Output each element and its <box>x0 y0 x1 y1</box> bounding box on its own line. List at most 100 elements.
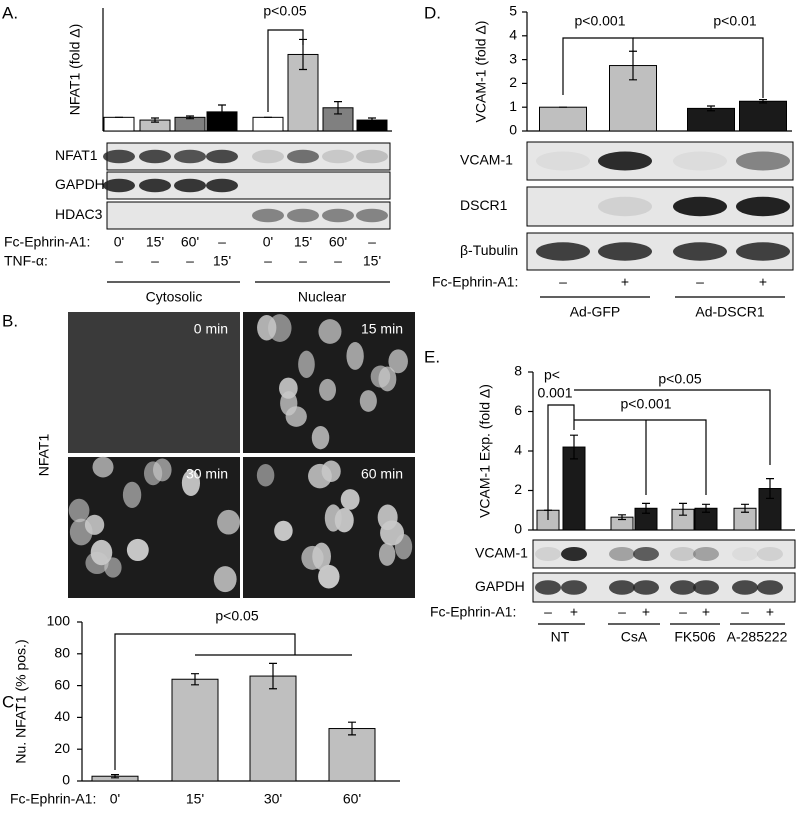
lane-label: 0' <box>263 234 273 250</box>
nucleus <box>104 557 122 578</box>
y-tick-label: 20 <box>54 740 70 756</box>
lane-row-label: TNF-α: <box>4 253 48 269</box>
error-bar <box>707 105 715 112</box>
y-axis-label: NFAT1 (fold Δ) <box>67 24 83 116</box>
annotation: p<0.01 <box>713 13 756 29</box>
lane-label: 60' <box>329 234 347 250</box>
nucleus <box>301 545 324 570</box>
group-label: FK506 <box>674 629 715 645</box>
nucleus <box>388 349 408 374</box>
nucleus <box>318 564 340 589</box>
nucleus <box>346 342 364 370</box>
nucleus <box>143 461 163 486</box>
blot-band <box>103 149 135 164</box>
blot-band <box>633 547 659 561</box>
lane-label: 15' <box>146 234 164 250</box>
blot-band <box>252 149 284 164</box>
lane-label: – <box>151 253 159 269</box>
nucleus <box>126 538 149 562</box>
error-bar <box>679 502 687 516</box>
y-tick-label: 0 <box>62 772 70 788</box>
panel-letter: D. <box>424 3 441 22</box>
lane-label: – <box>264 253 272 269</box>
blot-band <box>356 208 388 223</box>
blot-label: NFAT1 <box>55 147 98 163</box>
lane-label: – <box>115 253 123 269</box>
blot-band <box>633 580 659 595</box>
panel-letter: A. <box>2 3 18 22</box>
y-axis-label: Nu. NFAT1 (% pos.) <box>13 639 29 763</box>
y-axis-label: VCAM-1 Exp. (fold Δ) <box>477 384 493 518</box>
group-label: NT <box>551 629 570 645</box>
blot-band <box>322 149 354 164</box>
lane-label: 60' <box>181 234 199 250</box>
nucleus <box>318 319 342 344</box>
blot-band <box>252 208 284 223</box>
bar <box>171 678 219 782</box>
blot-band <box>206 178 238 193</box>
error-bar <box>766 478 774 499</box>
lane-label: – <box>741 604 749 620</box>
error-bar <box>111 774 119 779</box>
lane-label: 15' <box>294 234 312 250</box>
blot-band <box>287 208 319 223</box>
group-label: Cytosolic <box>146 289 203 305</box>
nucleus <box>90 539 113 566</box>
nucleus <box>274 520 293 541</box>
time-label: 30 min <box>186 466 228 482</box>
blot-label: DSCR1 <box>460 197 508 213</box>
lane-row-label: Fc-Ephrin-A1: <box>430 604 516 620</box>
y-tick-label: 0 <box>509 122 517 138</box>
panel-letter: B. <box>2 311 18 330</box>
error-bar <box>368 117 376 123</box>
lane-label: – <box>218 234 226 250</box>
blot-band <box>736 151 790 171</box>
nucleus <box>279 377 298 399</box>
blot-band <box>536 151 590 171</box>
nucleus <box>257 315 277 341</box>
significance-bracket <box>114 633 296 770</box>
lane-label: – <box>559 274 567 290</box>
significance-bracket <box>547 404 575 520</box>
significance-bracket <box>267 29 304 112</box>
x-tick-label: 15' <box>186 791 204 807</box>
y-tick-label: 3 <box>509 50 517 66</box>
error-bar <box>570 434 578 460</box>
time-label: 60 min <box>361 466 403 482</box>
lane-label: 15' <box>213 253 231 269</box>
blot-band <box>670 547 696 561</box>
nucleus <box>213 566 237 593</box>
nucleus <box>378 542 396 566</box>
blot-band <box>736 242 790 261</box>
nucleus <box>92 456 114 478</box>
blot-band <box>598 151 652 171</box>
lane-label: + <box>570 604 578 620</box>
x-tick-label: 0' <box>110 791 120 807</box>
micrograph <box>68 312 240 453</box>
bar <box>174 116 206 132</box>
blot-band <box>356 149 388 164</box>
blot-band <box>536 242 590 261</box>
blot-band <box>103 178 135 193</box>
error-bar <box>218 104 226 120</box>
nucleus <box>394 534 413 560</box>
error-bar <box>642 502 650 514</box>
error-bar <box>618 514 626 521</box>
panel-letter: C. <box>2 692 19 711</box>
blot-band <box>609 547 635 561</box>
blot-band <box>561 547 587 561</box>
nucleus <box>256 464 275 487</box>
blot-band <box>287 149 319 164</box>
nucleus <box>359 390 377 412</box>
y-tick-label: 6 <box>514 402 522 418</box>
lane-label: – <box>618 604 626 620</box>
x-tick-label: 60' <box>343 791 361 807</box>
blot-band <box>609 580 635 595</box>
bar <box>739 100 787 132</box>
blot-label: GAPDH <box>475 578 525 594</box>
blot-band <box>322 208 354 223</box>
y-tick-label: 5 <box>509 3 517 19</box>
lane-label: + <box>702 604 710 620</box>
blot-label: β-Tubulin <box>460 242 518 258</box>
error-bar <box>191 673 199 686</box>
